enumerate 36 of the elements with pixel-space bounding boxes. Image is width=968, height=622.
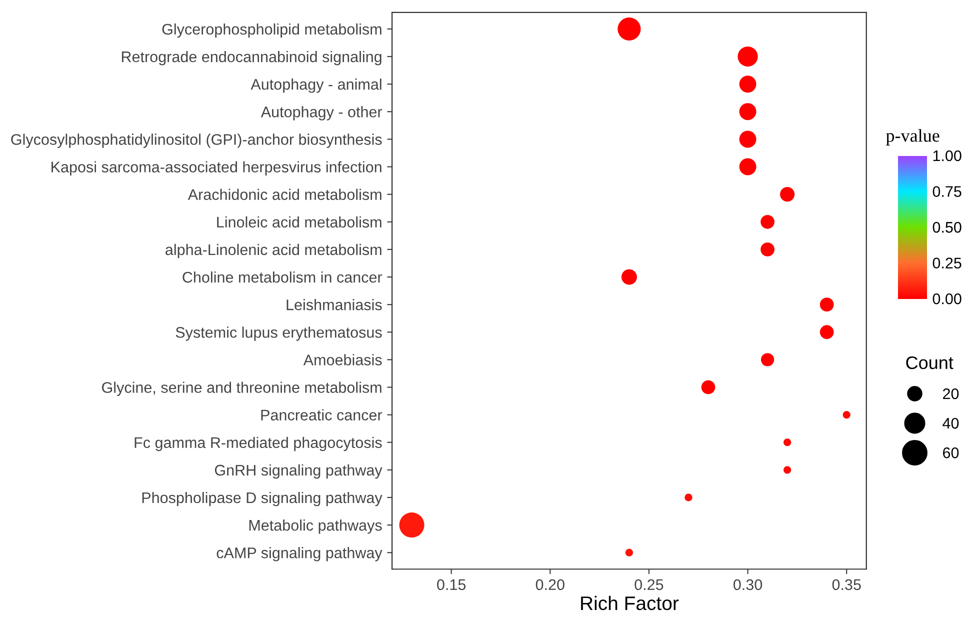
y-tick-label: Phospholipase D signaling pathway — [142, 492, 382, 506]
y-tick-label: cAMP signaling pathway — [216, 547, 382, 562]
y-tick-label: Fc gamma R-mediated phagocytosis — [134, 436, 382, 452]
y-tick-label: Autophagy - other — [260, 106, 382, 120]
legend-label: 20 — [943, 388, 959, 400]
y-tick-label: Glycosylphosphatidylinositol (GPI)-anchor biosynthesis — [11, 134, 382, 148]
y-tick-label: Kaposi sarcoma-associated herpesvirus infection — [52, 161, 382, 176]
x-tick-label: 0.30 — [734, 579, 762, 590]
x-axis-title: Rich Factor — [581, 596, 679, 610]
y-tick-label: Systemic lupus erythematosus — [176, 326, 382, 341]
legend-label: 40 — [942, 418, 959, 429]
y-tick-label: Choline metabolism in cancer — [182, 271, 382, 283]
y-tick-label: Retrograde endocannabinoid signaling — [122, 51, 382, 66]
y-tick-label: Arachidonic acid metabolism — [188, 188, 382, 200]
y-tick-label: Linoleic acid metabolism — [217, 216, 382, 228]
y-tick-label: alpha-Linolenic acid metabolism — [166, 244, 382, 258]
legend-title: Count — [906, 356, 954, 370]
y-tick-label: Leishmaniasis — [286, 299, 382, 310]
x-tick-label: 0.15 — [437, 579, 466, 590]
color-bar-label: 1.00 — [933, 150, 962, 162]
color-bar-label: 0.75 — [932, 186, 962, 197]
y-tick-label: Autophagy - animal — [250, 78, 382, 93]
color-bar-title: p-value — [886, 129, 940, 146]
x-tick-label: 0.35 — [832, 579, 861, 590]
x-tick-label: 0.20 — [536, 579, 564, 590]
color-bar-label: 0.50 — [932, 222, 962, 233]
y-tick-label: GnRH signaling pathway — [214, 464, 382, 479]
color-bar-label: 0.25 — [932, 258, 962, 268]
y-tick-label: Glycine, serine and threonine metabolism — [102, 382, 382, 396]
color-bar-label: 0.00 — [932, 293, 962, 304]
legend-label: 60 — [943, 447, 959, 458]
y-tick-label: Amoebiasis — [303, 354, 382, 366]
x-tick-label: 0.25 — [634, 579, 664, 590]
y-tick-label: Glycerophospholipid metabolism — [162, 23, 382, 38]
y-tick-label: Pancreatic cancer — [261, 409, 382, 420]
y-tick-label: Metabolic pathways — [249, 520, 382, 534]
